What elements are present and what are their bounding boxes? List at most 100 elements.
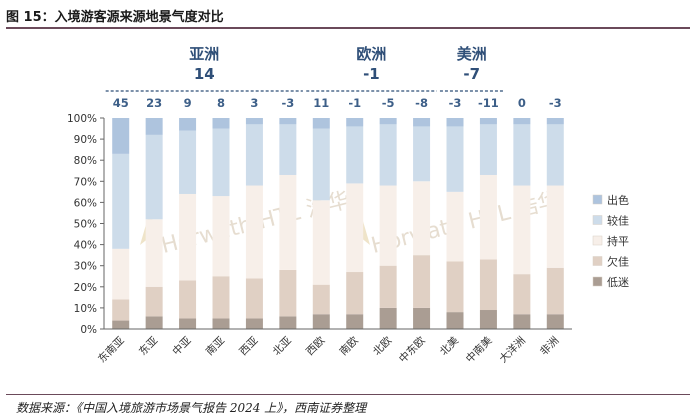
bar-segment-0-3 [212, 318, 230, 329]
bar-value-label: -11 [478, 96, 499, 110]
x-tick-label: 北美 [437, 334, 461, 358]
bar-segment-3-7 [346, 126, 364, 184]
bar-segment-3-6 [312, 128, 330, 201]
bar-value-label: 11 [313, 96, 329, 110]
bar-segment-2-9 [413, 181, 431, 256]
bar-segment-3-11 [479, 124, 497, 175]
bar-value-label: -3 [281, 96, 294, 110]
bar-segment-4-13 [546, 118, 564, 125]
group-value: -1 [363, 65, 380, 83]
bar-segment-0-2 [179, 318, 197, 329]
x-tick-label: 北欧 [371, 334, 395, 358]
bar-value-label: -3 [549, 96, 562, 110]
bar-segment-1-3 [212, 276, 230, 319]
bar-segment-4-12 [513, 118, 531, 125]
bar-value-label: -8 [415, 96, 428, 110]
x-tick-label: 北亚 [271, 334, 295, 358]
bar-segment-0-6 [312, 314, 330, 329]
x-tick-label: 南亚 [203, 334, 227, 358]
bar-segment-0-10 [446, 312, 464, 329]
bar-value-label: 0 [518, 96, 526, 110]
x-tick-label: 中东欧 [396, 334, 428, 366]
y-tick-label: 90% [74, 134, 97, 146]
y-tick-label: 40% [74, 240, 97, 252]
bars-layer [112, 118, 564, 329]
bar-value-label: -1 [348, 96, 361, 110]
bar-segment-3-3 [212, 128, 230, 197]
bar-value-label: -3 [449, 96, 462, 110]
bar-segment-4-2 [179, 118, 197, 131]
bar-segment-3-2 [179, 130, 197, 194]
bar-segment-4-5 [279, 118, 297, 125]
legend-swatch [592, 194, 603, 205]
y-tick-label: 0% [80, 324, 97, 336]
bar-segment-2-8 [379, 185, 397, 266]
group-value: -7 [463, 65, 480, 83]
y-tick-label: 30% [74, 261, 97, 273]
bar-segment-2-1 [145, 219, 163, 287]
bar-segment-1-10 [446, 261, 464, 313]
bar-segment-4-0 [112, 118, 130, 154]
bar-segment-4-8 [379, 118, 397, 125]
group-name: 亚洲 [189, 45, 219, 63]
bar-segment-0-9 [413, 307, 431, 329]
x-tick-label: 东南亚 [95, 334, 127, 366]
bar-segment-1-4 [245, 278, 263, 319]
x-tick-label: 西欧 [304, 334, 328, 358]
bar-segment-1-8 [379, 265, 397, 308]
bar-segment-0-13 [546, 314, 564, 329]
bar-segment-0-4 [245, 318, 263, 329]
bar-segment-4-1 [145, 118, 163, 135]
x-tick-label: 非洲 [538, 335, 561, 358]
bar-segment-3-1 [145, 134, 163, 220]
bar-segment-1-2 [179, 280, 197, 319]
bar-segment-0-5 [279, 316, 297, 329]
bar-segment-1-9 [413, 255, 431, 308]
y-tick-label: 80% [74, 155, 97, 167]
stacked-bar-chart: Horwath HTL 浩华Horwath HTL 浩华 0%10%20%30%… [67, 45, 629, 366]
bar-segment-2-13 [546, 185, 564, 268]
bar-segment-4-6 [312, 118, 330, 129]
x-tick-label: 大洋洲 [497, 334, 528, 365]
bar-segment-2-3 [212, 196, 230, 277]
bar-segment-1-6 [312, 284, 330, 315]
bar-segment-3-4 [245, 124, 263, 186]
bar-segment-4-10 [446, 118, 464, 127]
bar-segment-3-10 [446, 126, 464, 192]
legend-label: 持平 [607, 234, 629, 248]
bar-segment-1-1 [145, 286, 163, 317]
bar-value-label: 45 [113, 96, 129, 110]
bar-segment-3-8 [379, 124, 397, 186]
legend-label: 低迷 [607, 276, 629, 289]
x-tick-label: 西亚 [237, 334, 261, 358]
bar-segment-2-5 [279, 174, 297, 270]
legend-swatch [592, 235, 603, 246]
bar-segment-2-12 [513, 185, 531, 275]
legend-swatch [592, 256, 603, 266]
group-value: 14 [194, 65, 215, 83]
bar-value-label: 23 [146, 96, 162, 110]
bottom-rule [6, 394, 690, 395]
bar-segment-2-10 [446, 191, 464, 262]
y-tick-label: 70% [74, 176, 97, 188]
bar-segment-0-12 [513, 314, 531, 329]
y-tick-label: 60% [74, 197, 97, 209]
bar-segment-1-7 [346, 272, 364, 315]
source-note: 数据来源：《中国入境旅游市场景气报告 2024 上》，西南证券整理 [16, 401, 367, 415]
bar-segment-2-0 [112, 248, 130, 300]
bar-segment-0-0 [112, 320, 130, 329]
bar-segment-2-6 [312, 200, 330, 285]
bar-segment-0-1 [145, 316, 163, 329]
bar-segment-2-11 [479, 174, 497, 260]
legend-label: 欠佳 [607, 255, 629, 269]
x-tick-label: 中亚 [170, 334, 194, 358]
x-tick-label: 中南美 [463, 334, 495, 366]
bar-segment-2-7 [346, 183, 364, 273]
bar-value-label: 9 [184, 96, 192, 110]
legend-swatch [592, 276, 603, 287]
bar-segment-3-12 [513, 124, 531, 186]
bar-segment-2-2 [179, 193, 197, 281]
figure-title: 图 15：入境游客源来源地景气度对比 [6, 10, 224, 25]
